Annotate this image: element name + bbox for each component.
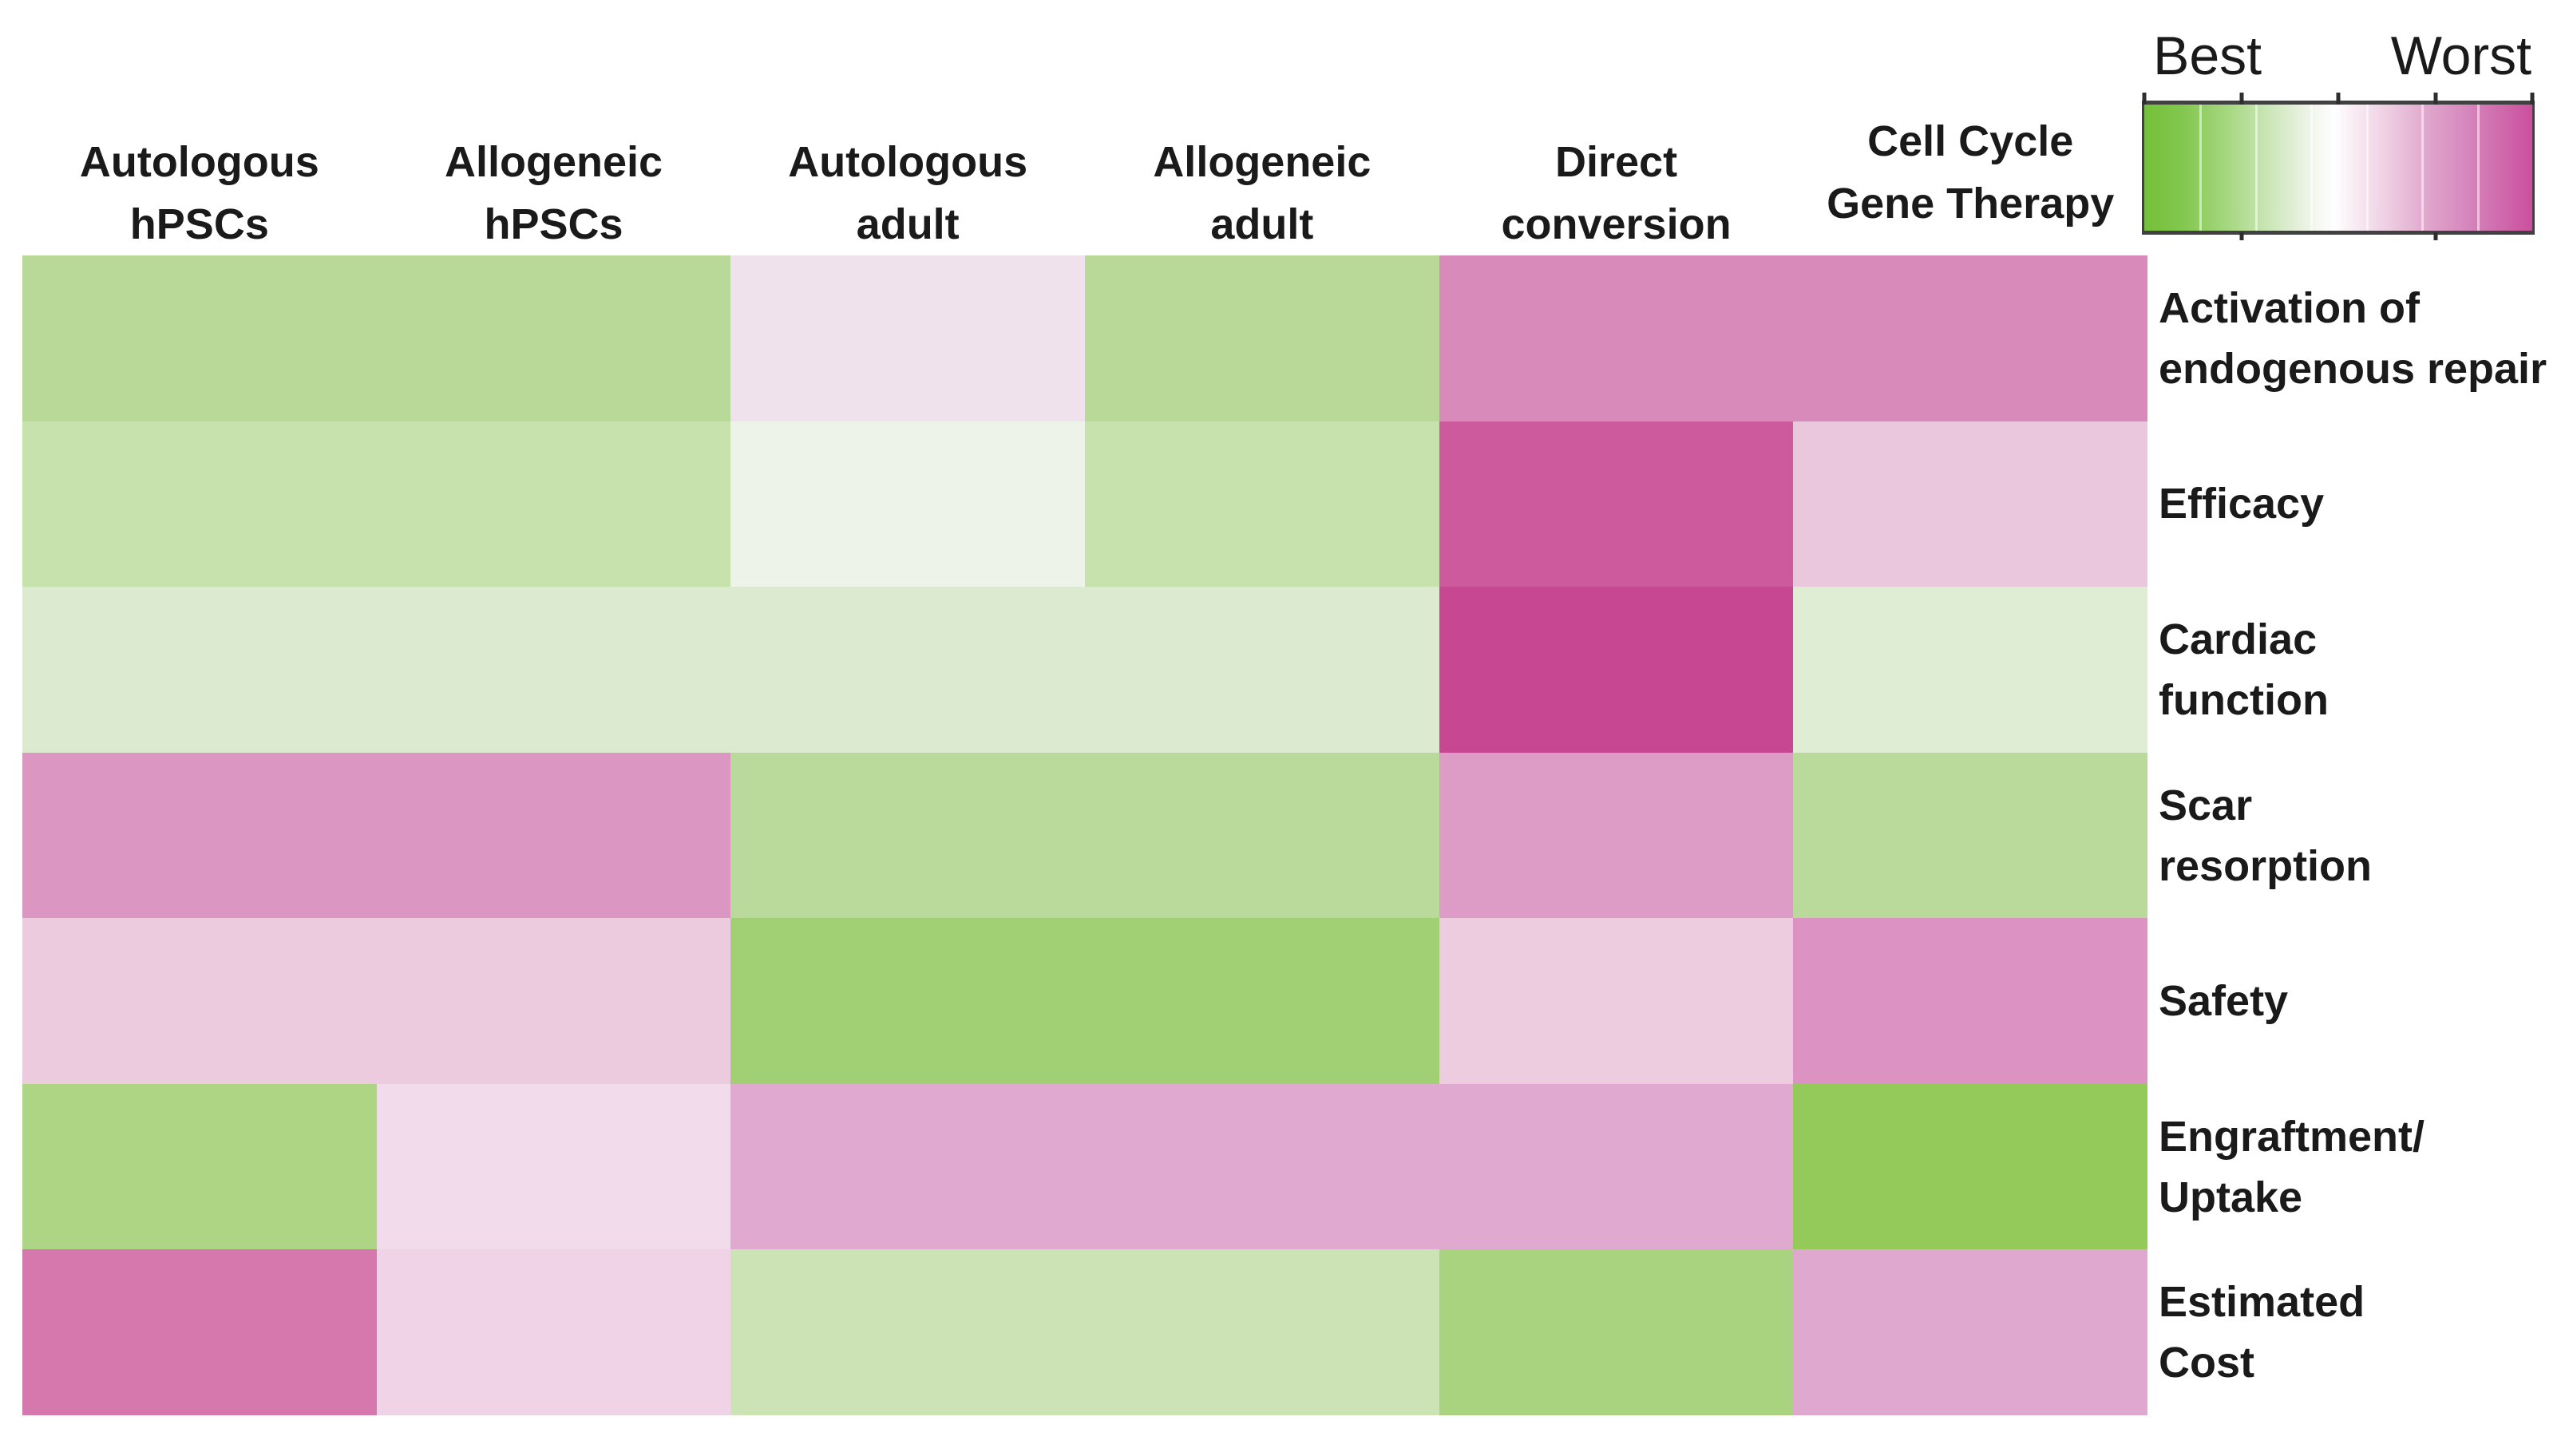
heatmap-cell [22,587,1439,753]
column-header-line: conversion [1501,200,1732,248]
heatmap-cell [22,918,731,1084]
row-label-safety: Safety [2159,918,2567,1084]
legend-tick [2239,93,2243,105]
heatmap-cell [730,1249,1439,1416]
column-header-line: hPSCs [484,200,623,248]
row-label-estimated-cost: Estimated Cost [2159,1249,2567,1415]
heatmap-cell [1793,1249,2148,1416]
legend-tick [2336,93,2341,105]
column-header-line: Direct [1554,138,1678,186]
heatmap-cell [1439,587,1794,753]
column-header-line: hPSCs [129,200,269,248]
legend-tick [2433,93,2437,105]
heatmap-cell [376,1083,731,1250]
heatmap-cell [1793,1083,2148,1250]
heatmap-cell [1439,752,1794,919]
heatmap-row-efficacy [22,421,2148,588]
heatmap-grid [22,255,2148,1416]
row-label-line: Uptake [2159,1173,2303,1221]
heatmap-cell [1439,255,2147,421]
heatmap-cell [1793,421,2148,588]
heatmap-cell [22,1083,377,1250]
color-legend: Best Worst [2142,21,2535,241]
heatmap-cell [1085,255,1439,421]
column-header-cell-cycle-gene-therapy: Cell Cycle Gene Therapy [1793,104,2147,255]
legend-segment-divider [2199,105,2203,231]
column-header-autologous-hpscs: Autologous hPSCs [22,104,377,255]
row-label-line: resorption [2159,841,2373,890]
heatmap-cell [1439,918,1794,1084]
heatmap-row-activation-endogenous-repair [22,255,2147,421]
heatmap-cell [22,421,731,588]
legend-segment-divider [2310,105,2314,231]
legend-tick [2239,232,2243,241]
legend-segment-divider [2421,105,2425,231]
column-header-line: Allogeneic [444,138,663,186]
column-header-line: Autologous [788,138,1028,186]
column-header-line: Autologous [79,138,319,186]
heatmap-cell [376,1249,731,1416]
legend-segment-divider [2254,105,2258,231]
column-header-line: Cell Cycle [1867,117,2074,165]
row-label-line: Scar [2159,781,2253,829]
legend-worst-label: Worst [2390,26,2531,86]
heatmap-cell [22,1249,377,1416]
heatmap-cell [730,421,1085,588]
heatmap-cell [22,752,731,919]
column-header-direct-conversion: Direct conversion [1439,104,1794,255]
legend-segment-divider [2476,105,2480,231]
heatmap-cell [1439,1249,1794,1416]
heatmap-cell [22,255,731,421]
legend-tick [2433,232,2437,241]
column-header-line: Allogeneic [1153,138,1372,186]
heatmap-row-safety [22,918,2147,1084]
heatmap-row-cardiac-function [22,587,2148,753]
row-label-line: Engraftment/ [2159,1112,2425,1161]
heatmap-row-engraftment-uptake [22,1083,2148,1250]
heatmap-cell [730,752,1439,919]
heatmap-cell [1439,421,1794,588]
heatmap-cell [730,255,1085,421]
row-label-scar-resorption: Scar resorption [2159,753,2567,919]
row-label-activation-endogenous-repair: Activation of endogenous repair [2159,255,2567,421]
row-label-efficacy: Efficacy [2159,421,2567,588]
heatmap-row-estimated-cost [22,1249,2148,1416]
heatmap-cell [730,1083,1794,1250]
row-label-line: Activation of [2159,283,2421,332]
column-header-line: Gene Therapy [1827,180,2115,228]
legend-labels: Best Worst [2142,21,2535,91]
legend-gradient-bar [2142,93,2535,241]
column-headers: Autologous hPSCs Allogeneic hPSCs Autologous… [22,104,2147,255]
heatmap-cell [1085,421,1439,588]
legend-segment-divider [2365,105,2369,231]
heatmap-row-scar-resorption [22,752,2147,919]
heatmap-cell [1793,918,2147,1084]
row-label-engraftment-uptake: Engraftment/Uptake [2159,1084,2567,1250]
row-label-line: Estimated [2159,1278,2365,1327]
column-header-line: adult [1210,200,1314,248]
heatmap-cell [1793,587,2148,753]
row-label-line: endogenous repair [2159,344,2547,393]
column-header-allogeneic-adult: Allogeneic adult [1085,104,1439,255]
column-header-autologous-adult: Autologous adult [730,104,1085,255]
row-label-line: function [2159,675,2329,724]
row-label-cardiac-function: Cardiac function [2159,587,2567,753]
heatmap-cell [730,918,1439,1084]
column-header-allogeneic-hpscs: Allogeneic hPSCs [377,104,731,255]
row-label-line: Cost [2159,1339,2254,1387]
legend-best-label: Best [2153,26,2262,86]
row-label-line: Safety [2159,977,2289,1026]
row-label-line: Cardiac [2159,615,2318,663]
legend-tick [2142,93,2147,105]
heatmap-cell [1793,752,2147,919]
legend-tick [2530,93,2535,105]
row-labels: Activation of endogenous repair Efficacy Ca… [2159,255,2567,1415]
column-header-line: adult [856,200,960,248]
row-label-line: Efficacy [2159,480,2325,528]
